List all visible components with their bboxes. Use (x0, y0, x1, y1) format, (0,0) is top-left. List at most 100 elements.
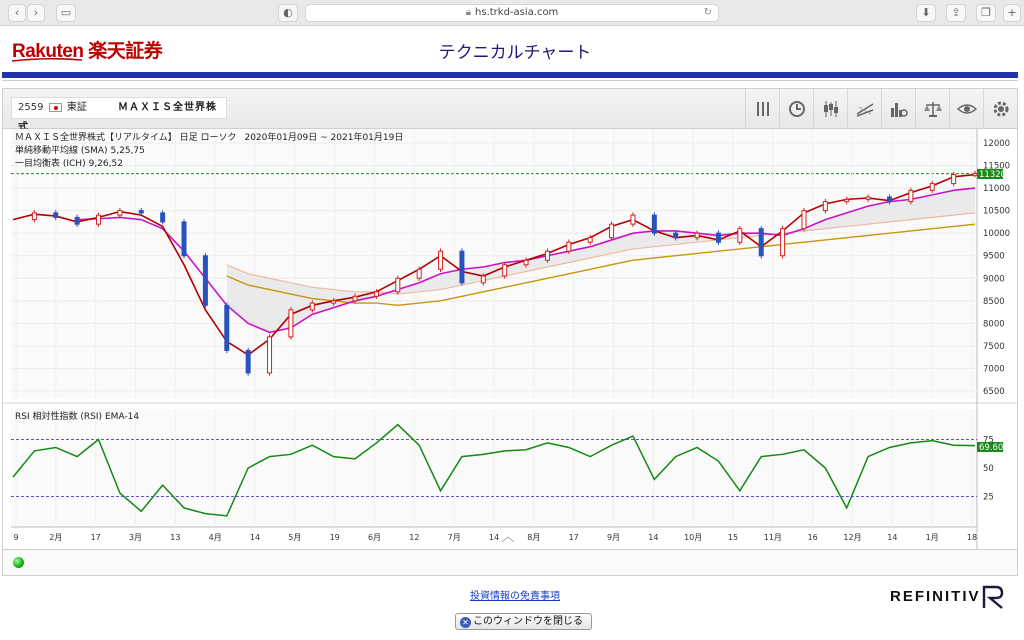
shield-icon[interactable]: ◐ (278, 4, 298, 22)
x-tick-label: 18 (967, 533, 977, 542)
page-title: テクニカルチャート (438, 43, 592, 63)
candle-body (224, 304, 230, 351)
close-icon: ✕ (460, 617, 471, 628)
balance-icon[interactable] (915, 89, 949, 129)
sma75-line (226, 212, 976, 295)
candle-body (630, 214, 636, 225)
back-button[interactable]: ‹ (8, 4, 26, 22)
lock-icon: 🔒︎ (465, 7, 472, 18)
candle-body (715, 232, 721, 243)
candle-body (844, 198, 850, 203)
price-tick-label: 11500 (983, 162, 1010, 172)
x-tick-label: 14 (250, 533, 260, 542)
x-tick-label: 14 (489, 533, 499, 542)
new-tab-icon[interactable]: + (1003, 4, 1021, 22)
price-tick-label: 7000 (983, 364, 1005, 374)
forward-button[interactable]: › (27, 4, 45, 22)
sidebar-toggle-icon[interactable]: ▭ (56, 4, 76, 22)
candle-body (438, 250, 444, 270)
x-tick-label: 2月 (49, 533, 62, 542)
candle-body (780, 228, 786, 257)
sma5-line (12, 173, 976, 356)
rakuten-logo[interactable]: Rakuten 楽天証券 (12, 36, 163, 63)
status-indicator-icon (13, 557, 24, 568)
x-tick-label: 12月 (843, 533, 861, 542)
close-window-button[interactable]: ✕ このウィンドウを閉じる (455, 613, 592, 630)
grid (11, 129, 977, 527)
legend-sma: 単純移動平均線 (SMA) 5,25,75 (15, 144, 145, 156)
disclaimer-link[interactable]: 投資情報の免責事項 (470, 591, 560, 602)
x-tick-label: 3月 (129, 533, 142, 542)
price-tick-label: 12000 (983, 139, 1010, 149)
x-tick-label: 13 (170, 533, 180, 542)
price-tick-label: 8500 (983, 297, 1005, 307)
bars-icon[interactable] (745, 89, 779, 129)
ticker-selector[interactable]: 2559 東証 ＭＡＸＩＳ全世界株式 (11, 97, 227, 133)
ichimoku-cloud (226, 188, 975, 333)
eye-icon[interactable] (949, 89, 983, 129)
candle-body (352, 295, 358, 302)
x-tick-label: 17 (569, 533, 579, 542)
download-icon[interactable]: ⬇ (916, 4, 936, 22)
candle-body (737, 228, 743, 243)
collapse-chevron-icon[interactable] (501, 536, 515, 543)
gear-icon[interactable] (983, 89, 1017, 129)
candle-body (309, 302, 315, 311)
candle-body (694, 232, 700, 239)
candle-body (865, 196, 871, 200)
chart-title: ＭＡＸＩＳ全世界株式【リアルタイム】 日足 ローソク 2020年01月09日 ~ … (15, 131, 403, 143)
header-rule (2, 80, 1018, 81)
chart-tools (745, 89, 1017, 129)
address-bar[interactable]: 🔒︎ hs.trkd-asia.com ↻ (305, 4, 719, 22)
candle-body (609, 223, 615, 239)
x-tick-label: 16 (808, 533, 818, 542)
rsi-tick-label: 75 (983, 436, 994, 446)
refinitiv-mark-icon (982, 585, 1004, 609)
logo-swoosh (12, 58, 82, 62)
candle-body (96, 214, 102, 225)
candle-body (801, 210, 807, 230)
rsi-last-tag (977, 442, 1003, 452)
candle-body (459, 250, 465, 284)
x-tick-label: 9月 (607, 533, 620, 542)
candle-body (651, 214, 657, 234)
browser-toolbar: ‹ › ▭ ◐ 🔒︎ hs.trkd-asia.com ↻ ⬇ ⇪ ❐ + (0, 0, 1024, 26)
x-tick-label: 6月 (368, 533, 381, 542)
candle-body (117, 210, 123, 216)
candle-body (951, 174, 957, 185)
x-tick-label: 17 (91, 533, 101, 542)
candle-body (395, 277, 401, 293)
technical-chart[interactable]: 12000 11500 11000 10500 10000 9500 9000 8500 800… (3, 129, 1017, 549)
logo-text: Rakuten 楽天証券 (12, 41, 163, 62)
candle-body (523, 259, 529, 266)
price-tick-label: 10000 (983, 229, 1010, 239)
price-tick-label: 9000 (983, 274, 1005, 284)
candle-body (908, 189, 914, 203)
rsi-tick-label: 50 (983, 464, 994, 474)
trendline-icon[interactable] (847, 89, 881, 129)
tabs-icon[interactable]: ❐ (976, 4, 996, 22)
x-tick-label: 5月 (288, 533, 301, 542)
candle-body (929, 183, 935, 191)
rsi-tick-label: 25 (983, 493, 994, 503)
candle-body (673, 232, 679, 239)
candles-icon[interactable] (813, 89, 847, 129)
price-tick-label: 7500 (983, 342, 1005, 352)
share-icon[interactable]: ⇪ (946, 4, 966, 22)
candle-body (544, 250, 550, 261)
x-tick-label: 12 (409, 533, 419, 542)
volume-icon[interactable] (881, 89, 915, 129)
candle-body (416, 268, 422, 279)
reload-icon[interactable]: ↻ (703, 7, 712, 18)
candle-body (202, 255, 208, 306)
candle-body (502, 264, 508, 277)
candle-body (160, 212, 166, 223)
x-tick-label: 7月 (448, 533, 461, 542)
rsi-last-value: 69.60 (979, 443, 1003, 453)
candle-body (758, 228, 764, 257)
clock-icon[interactable] (779, 89, 813, 129)
x-tick-label: 11月 (764, 533, 782, 542)
candle-body (566, 241, 572, 252)
chart-panel: 2559 東証 ＭＡＸＩＳ全世界株式 (2, 88, 1018, 576)
price-tick-label: 10500 (983, 207, 1010, 217)
